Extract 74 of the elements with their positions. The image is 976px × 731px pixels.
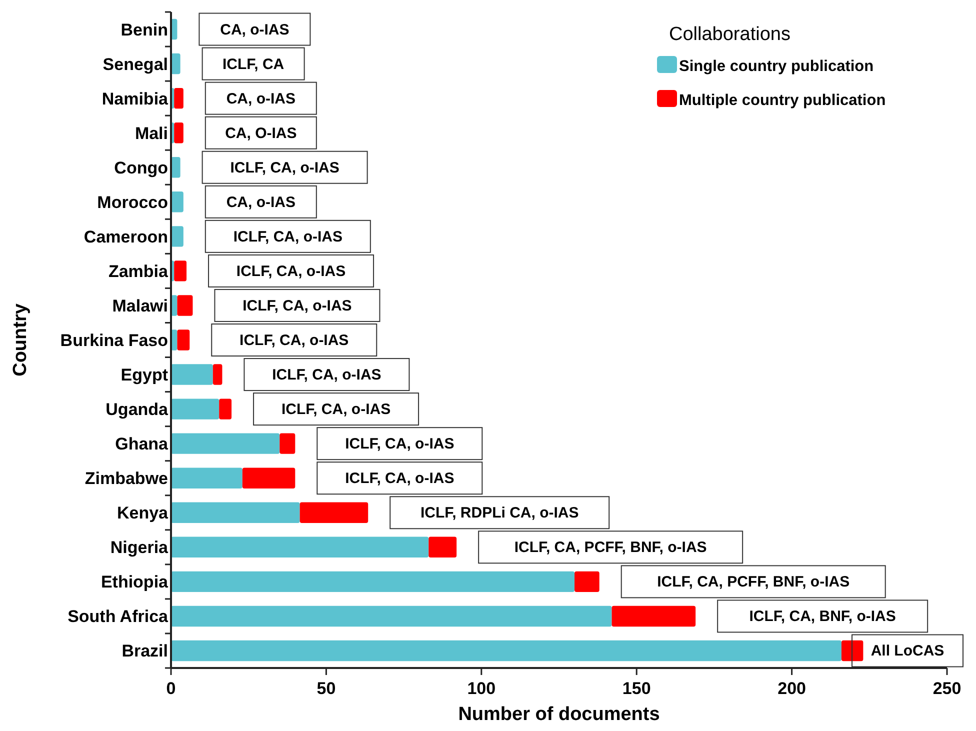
annotation: CA, o-IAS <box>226 194 296 211</box>
bar <box>174 260 187 282</box>
annotation: ICLF, CA, PCFF, BNF, o-IAS <box>657 574 850 591</box>
legend-label: Single country publication <box>679 58 874 75</box>
bar <box>242 468 296 488</box>
y-tick-label: Ghana <box>115 434 169 454</box>
y-tick-label: Burkina Faso <box>60 331 168 350</box>
y-tick-label: Namibia <box>102 89 169 108</box>
annotation: ICLF, CA, o-IAS <box>281 401 391 418</box>
bar <box>177 330 190 350</box>
annotation: CA, o-IAS <box>226 90 296 108</box>
annotation: All LoCAS <box>870 642 944 660</box>
bar <box>174 88 184 109</box>
annotation: CA, o-IAS <box>220 21 290 38</box>
y-tick-label: Nigeria <box>110 538 169 558</box>
y-tick-label: Zambia <box>108 262 169 281</box>
bar <box>841 640 864 662</box>
y-tick-label: South Africa <box>68 607 169 626</box>
annotation: ICLF, CA, BNF, o-IAS <box>749 608 896 626</box>
bar <box>171 226 184 247</box>
annotation: CA, O-IAS <box>225 124 297 142</box>
annotation: ICLF, CA, o-IAS <box>240 332 349 349</box>
y-tick-label: Benin <box>120 20 168 40</box>
y-tick-label: Kenya <box>116 504 169 523</box>
bar <box>171 606 612 627</box>
bar <box>177 295 193 316</box>
y-tick-label: Egypt <box>120 366 168 385</box>
y-tick-label: Uganda <box>106 400 169 420</box>
y-tick-label: Mali <box>134 124 168 143</box>
bar <box>428 536 457 558</box>
bar <box>280 433 296 454</box>
bar <box>212 364 222 385</box>
y-tick-label: Congo <box>114 158 168 178</box>
legend-title: Collaborations <box>669 24 790 45</box>
y-tick-label: Cameroon <box>84 227 168 246</box>
y-tick-label: Zimbabwe <box>84 469 168 488</box>
annotation: ICLF, CA, o-IAS <box>345 436 454 453</box>
bar <box>171 640 842 662</box>
bar <box>171 398 220 420</box>
bar <box>171 536 429 558</box>
annotation: ICLF, CA, o-IAS <box>230 159 340 176</box>
bar <box>612 606 696 627</box>
x-tick-label: 0 <box>166 679 176 698</box>
y-tick-label: Morocco <box>97 192 168 212</box>
x-axis-title: Number of documents <box>458 704 660 725</box>
y-tick-label: Malawi <box>112 296 168 316</box>
y-tick-label: Ethiopia <box>100 572 169 592</box>
bar <box>171 571 575 592</box>
bar <box>171 192 184 212</box>
bar <box>171 364 213 385</box>
x-tick-label: 200 <box>778 679 806 698</box>
x-tick-label: 50 <box>316 679 336 698</box>
legend-label: Multiple country publication <box>679 92 886 109</box>
annotation: ICLF, RDPLi CA, o-IAS <box>420 504 579 522</box>
bar <box>174 122 184 144</box>
annotation: ICLF, CA, o-IAS <box>236 262 346 280</box>
annotation: ICLF, CA, o-IAS <box>272 366 382 384</box>
bar <box>219 398 232 420</box>
annotation: ICLF, CA, o-IAS <box>233 228 342 246</box>
annotation: ICLF, CA, PCFF, BNF, o-IAS <box>514 539 707 556</box>
y-tick-label: Senegal <box>102 54 168 74</box>
bar <box>171 433 280 454</box>
annotation: ICLF, CA <box>222 56 284 73</box>
bar <box>171 502 300 523</box>
annotation: ICLF, CA, o-IAS <box>345 470 454 488</box>
bar <box>171 468 242 488</box>
x-tick-label: 150 <box>622 679 651 698</box>
y-tick-label: Brazil <box>122 642 168 661</box>
x-tick-label: 100 <box>467 679 496 698</box>
y-axis-title: Country <box>10 303 31 376</box>
bar <box>300 502 368 523</box>
annotation: ICLF, CA, o-IAS <box>242 297 352 314</box>
x-tick-label: 250 <box>932 679 962 698</box>
bar <box>574 571 600 592</box>
